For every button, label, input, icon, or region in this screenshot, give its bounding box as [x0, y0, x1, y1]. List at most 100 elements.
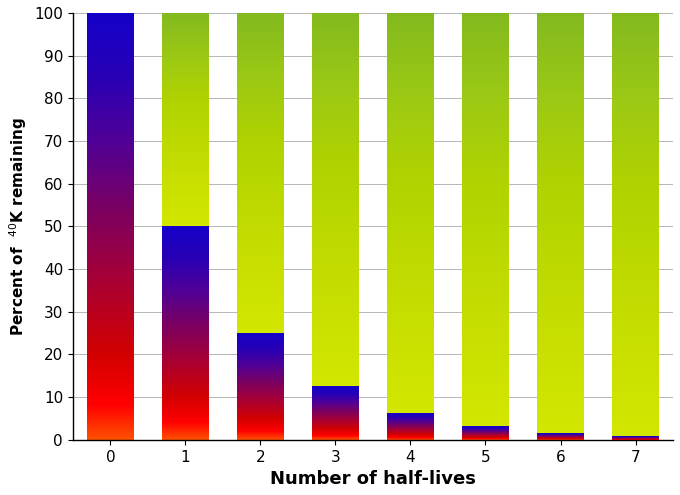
- Bar: [162, 84, 209, 85]
- Bar: [162, 119, 209, 120]
- Bar: [237, 79, 284, 80]
- Bar: [312, 246, 358, 247]
- Bar: [162, 375, 209, 376]
- Bar: [537, 119, 583, 121]
- Bar: [237, 58, 284, 59]
- Bar: [312, 27, 358, 28]
- Bar: [462, 195, 509, 196]
- Bar: [237, 187, 284, 188]
- Bar: [162, 173, 209, 174]
- Bar: [237, 61, 284, 62]
- Bar: [312, 274, 358, 276]
- Bar: [237, 192, 284, 193]
- Bar: [537, 219, 583, 220]
- Bar: [537, 367, 583, 369]
- Bar: [237, 47, 284, 48]
- Bar: [387, 401, 434, 402]
- Bar: [162, 172, 209, 173]
- Bar: [237, 81, 284, 82]
- Bar: [537, 307, 583, 308]
- Bar: [162, 294, 209, 295]
- Bar: [162, 187, 209, 188]
- Bar: [612, 178, 659, 180]
- Bar: [612, 139, 659, 140]
- Bar: [387, 13, 434, 14]
- Bar: [612, 233, 659, 235]
- Bar: [537, 380, 583, 381]
- Bar: [312, 19, 358, 20]
- Bar: [87, 97, 133, 99]
- Bar: [387, 165, 434, 166]
- Bar: [462, 425, 509, 426]
- Bar: [87, 128, 133, 130]
- Bar: [87, 205, 133, 206]
- Bar: [387, 229, 434, 230]
- Bar: [162, 95, 209, 96]
- Bar: [237, 283, 284, 284]
- Bar: [387, 158, 434, 160]
- Bar: [162, 16, 209, 17]
- Bar: [387, 181, 434, 182]
- Bar: [537, 347, 583, 349]
- Bar: [312, 303, 358, 304]
- Bar: [387, 251, 434, 253]
- Bar: [612, 21, 659, 23]
- Bar: [312, 363, 358, 364]
- Bar: [462, 298, 509, 299]
- Bar: [537, 145, 583, 146]
- Bar: [237, 55, 284, 57]
- Bar: [87, 427, 133, 428]
- Bar: [312, 175, 358, 176]
- Bar: [237, 178, 284, 179]
- Bar: [537, 164, 583, 166]
- Bar: [462, 364, 509, 366]
- Bar: [387, 282, 434, 284]
- Bar: [537, 89, 583, 90]
- Bar: [537, 318, 583, 320]
- Bar: [612, 343, 659, 345]
- Bar: [462, 337, 509, 338]
- Bar: [162, 415, 209, 416]
- Bar: [312, 333, 358, 334]
- Bar: [312, 49, 358, 50]
- Bar: [87, 291, 133, 292]
- Bar: [312, 223, 358, 225]
- Bar: [312, 80, 358, 81]
- Bar: [612, 400, 659, 401]
- Bar: [162, 141, 209, 142]
- Bar: [87, 296, 133, 297]
- Bar: [312, 379, 358, 380]
- Bar: [387, 243, 434, 244]
- Bar: [612, 404, 659, 405]
- Bar: [312, 225, 358, 226]
- Bar: [162, 207, 209, 208]
- Bar: [237, 314, 284, 315]
- Bar: [237, 33, 284, 34]
- Bar: [612, 286, 659, 287]
- Bar: [387, 44, 434, 45]
- Bar: [462, 204, 509, 206]
- Bar: [312, 368, 358, 369]
- Bar: [312, 116, 358, 117]
- Bar: [387, 226, 434, 228]
- Bar: [87, 310, 133, 312]
- Bar: [537, 386, 583, 387]
- Bar: [537, 230, 583, 232]
- Bar: [462, 414, 509, 415]
- Bar: [237, 197, 284, 198]
- Bar: [162, 313, 209, 314]
- Bar: [387, 225, 434, 226]
- Bar: [312, 299, 358, 300]
- Bar: [87, 426, 133, 427]
- Bar: [387, 230, 434, 232]
- Bar: [87, 192, 133, 194]
- Bar: [537, 181, 583, 183]
- Bar: [312, 218, 358, 220]
- Bar: [387, 361, 434, 362]
- Bar: [312, 375, 358, 377]
- Bar: [312, 59, 358, 60]
- Bar: [237, 25, 284, 26]
- Bar: [312, 152, 358, 153]
- Bar: [462, 356, 509, 357]
- Bar: [87, 278, 133, 279]
